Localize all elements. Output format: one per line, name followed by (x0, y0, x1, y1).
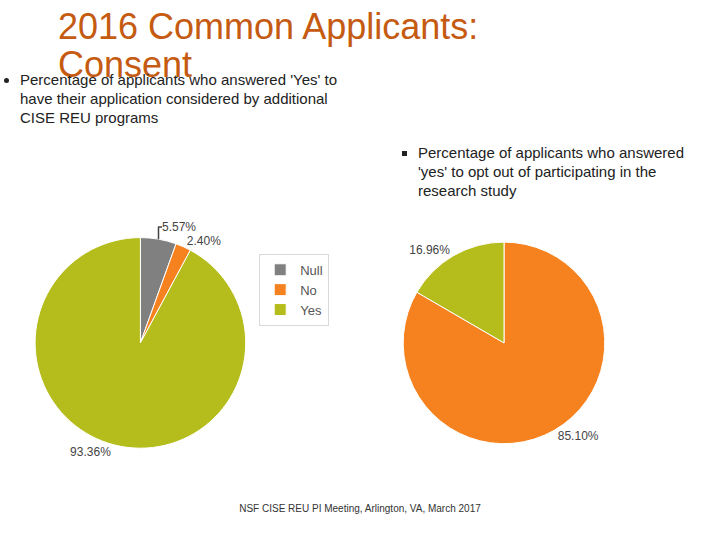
svg-text:Null: Null (300, 263, 323, 278)
html-text:Percentage of applicants who a: Percentage of applicants who answered 'Y… (20, 71, 337, 126)
html-text:Percentage of applicants who a: Percentage of applicants who answered 'y… (418, 144, 684, 199)
svg-text:93.36%: 93.36% (70, 445, 111, 459)
svg-text:5.57%: 5.57% (162, 220, 196, 234)
html-text:2016 Common Applicants: Consen: 2016 Common Applicants: Consent (58, 6, 479, 85)
svg-text:2.40%: 2.40% (187, 234, 221, 248)
svg-text:16.96%: 16.96% (409, 243, 450, 257)
svg-text:85.10%: 85.10% (558, 429, 599, 443)
svg-text:No: No (300, 283, 317, 298)
svg-text:Yes: Yes (300, 303, 322, 318)
html-text:NSF CISE REU PI Meeting, Arlin: NSF CISE REU PI Meeting, Arlington, VA, … (239, 503, 481, 514)
